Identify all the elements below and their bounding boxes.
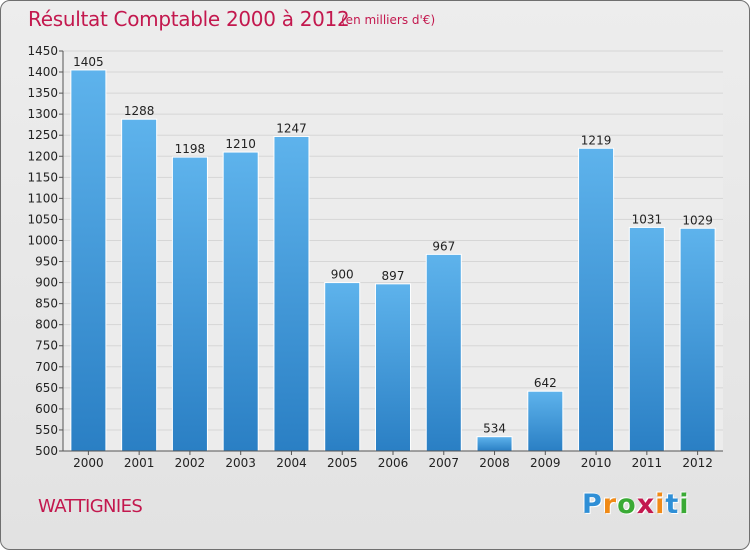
bar (425, 253, 462, 452)
y-tick-label: 650 (35, 381, 58, 395)
commune-name: WATTIGNIES (38, 496, 143, 517)
x-tick-label: 2009 (530, 456, 561, 470)
x-tick-label: 2003 (225, 456, 256, 470)
bar (374, 283, 412, 452)
x-tick-label: 2011 (632, 456, 663, 470)
bar (476, 436, 513, 452)
y-tick-label: 1250 (27, 128, 58, 142)
y-tick-label: 850 (35, 297, 58, 311)
bar (628, 226, 665, 452)
y-tick-label: 500 (35, 444, 58, 458)
y-tick-label: 1150 (27, 170, 58, 184)
data-label: 900 (331, 268, 354, 282)
proxiti-logo[interactable]: Proxiti (582, 489, 690, 520)
x-tick-label: 2000 (73, 456, 104, 470)
y-tick-label: 700 (35, 360, 58, 374)
y-tick-label: 750 (35, 339, 58, 353)
logo-letter: x (636, 489, 656, 520)
x-tick-label: 2012 (682, 456, 713, 470)
data-label: 967 (432, 239, 455, 253)
y-tick-label: 600 (35, 402, 58, 416)
y-tick-label: 1450 (27, 44, 58, 58)
x-tick-label: 2006 (378, 456, 409, 470)
data-labels: 1405 1288 1198 1210 1247 900 897 967 534 642 1219 1… (73, 55, 713, 436)
data-label: 642 (534, 376, 557, 390)
y-tick-label: 1000 (27, 233, 58, 247)
data-label: 1210 (225, 137, 256, 151)
x-tick-label: 2004 (276, 456, 307, 470)
bar (121, 118, 158, 452)
logo-letter: i (655, 489, 666, 520)
bar (273, 135, 310, 452)
bar (324, 282, 361, 452)
y-axis: 500 550 600 650 700 750 800 850 900 950 1000 1050 11… (27, 44, 64, 458)
y-tick-label: 1400 (27, 65, 58, 79)
data-label: 1198 (175, 142, 206, 156)
y-tick-label: 950 (35, 255, 58, 269)
data-label: 534 (483, 422, 506, 436)
y-tick-label: 1200 (27, 149, 58, 163)
y-tick-label: 550 (35, 423, 58, 437)
x-tick-label: 2001 (124, 456, 155, 470)
x-tick-label: 2005 (327, 456, 358, 470)
data-label: 897 (382, 269, 405, 283)
x-tick-label: 2002 (175, 456, 206, 470)
x-tick-label: 2010 (581, 456, 612, 470)
bar (578, 147, 615, 452)
bar (222, 151, 259, 452)
logo-letter: i (679, 489, 690, 520)
data-label: 1031 (632, 212, 663, 226)
logo-letter: t (665, 489, 680, 520)
data-label: 1219 (581, 133, 612, 147)
y-tick-label: 1050 (27, 212, 58, 226)
x-axis: 2000 2001 2002 2003 2004 2005 2006 2007 2008 2009… (63, 450, 723, 470)
logo-letter: r (602, 489, 618, 520)
bar (679, 227, 716, 452)
data-label: 1288 (124, 104, 155, 118)
y-tick-label: 800 (35, 318, 58, 332)
y-tick-label: 1100 (27, 191, 58, 205)
x-tick-label: 2008 (479, 456, 510, 470)
bar (527, 390, 564, 452)
data-label: 1405 (73, 55, 104, 69)
bar (171, 156, 208, 452)
y-tick-label: 1300 (27, 107, 58, 121)
data-label: 1029 (682, 213, 713, 227)
y-tick-label: 900 (35, 276, 58, 290)
x-tick-label: 2007 (428, 456, 459, 470)
bar (70, 69, 107, 452)
logo-letter: P (582, 489, 603, 520)
y-tick-label: 1350 (27, 86, 58, 100)
unit-note: (en milliers d'€) (341, 13, 436, 27)
logo-letter: o (617, 489, 637, 520)
chart-title: Résultat Comptable 2000 à 2012 (28, 7, 350, 31)
data-label: 1247 (276, 121, 307, 135)
